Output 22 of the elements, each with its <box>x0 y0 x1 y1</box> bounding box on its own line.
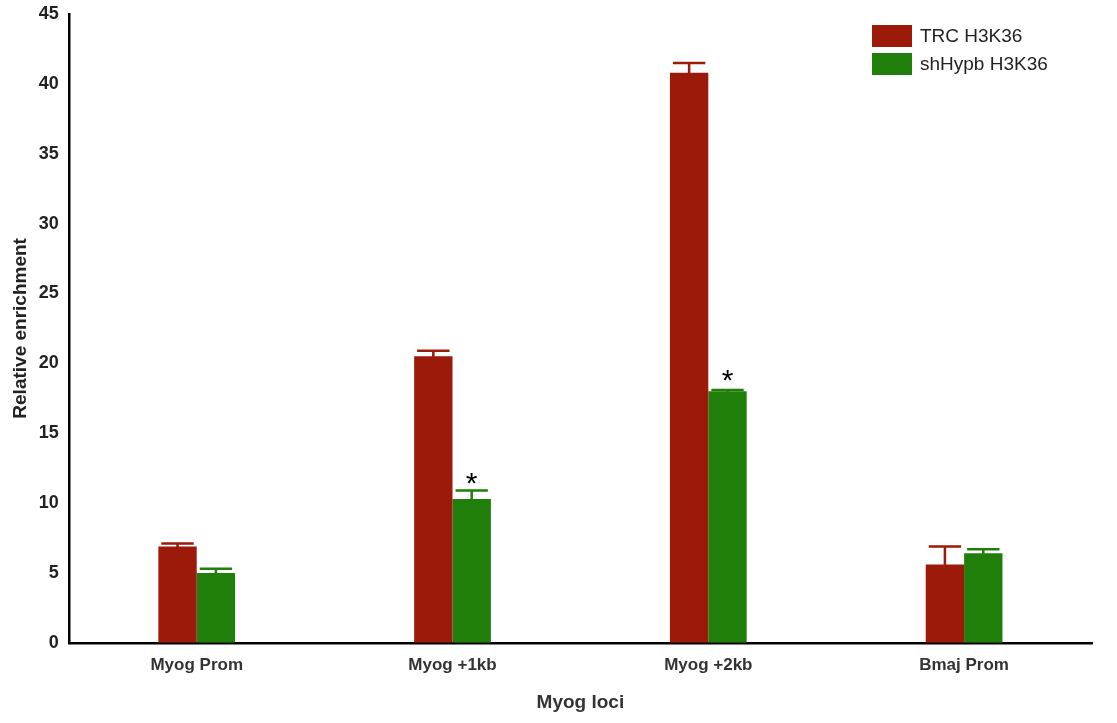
legend-label: shHypb H3K36 <box>920 53 1048 75</box>
x-tick-label: Myog Prom <box>150 654 243 674</box>
bar <box>708 391 747 643</box>
bar <box>158 546 197 643</box>
x-tick-label: Bmaj Prom <box>919 654 1009 674</box>
y-tick-label: 10 <box>38 492 59 513</box>
x-tick-label: Myog +1kb <box>408 654 497 674</box>
y-tick-label: 35 <box>38 142 59 163</box>
y-tick-label: 25 <box>38 282 59 303</box>
y-tick-label: 15 <box>38 422 59 443</box>
x-tick-label: Myog +2kb <box>664 654 753 674</box>
annotation: * <box>465 465 478 499</box>
y-tick-label: 5 <box>48 561 59 582</box>
legend-label: TRC H3K36 <box>920 25 1023 47</box>
annotation: * <box>721 362 734 396</box>
y-tick-label: 40 <box>38 72 59 93</box>
y-tick-label: 20 <box>38 352 59 373</box>
y-tick-label: 0 <box>48 631 59 652</box>
x-axis-title: Myog loci <box>536 690 625 712</box>
y-tick-label: 30 <box>38 212 59 233</box>
y-axis-title: Relative enrichment <box>8 237 30 419</box>
y-tick-label: 45 <box>38 2 59 23</box>
